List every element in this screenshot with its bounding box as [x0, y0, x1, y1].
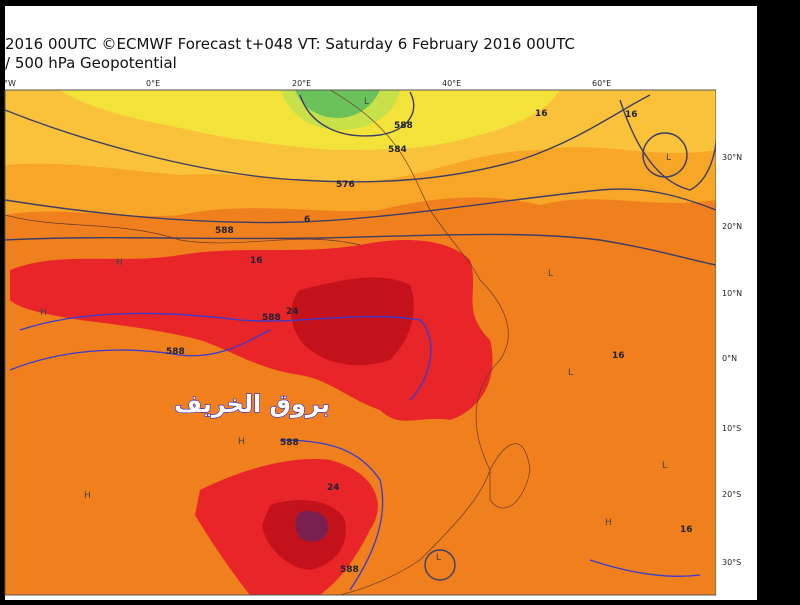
latitude-label: 10°S: [722, 424, 741, 433]
contour-label: 576: [336, 180, 355, 190]
pressure-label: L: [568, 368, 573, 378]
header-subtitle: / 500 hPa Geopotential: [5, 54, 177, 72]
watermark: بروق الخريف: [174, 390, 330, 418]
longitude-label: 0°E: [146, 79, 160, 88]
contour-label: 588: [262, 313, 281, 323]
longitude-label: °W: [4, 79, 16, 88]
pressure-label: H: [116, 258, 123, 268]
contour-label: 588: [166, 347, 185, 357]
pressure-label: L: [666, 153, 671, 163]
contour-label: 16: [250, 256, 263, 266]
contour-label: 588: [340, 565, 359, 575]
pressure-label: L: [364, 97, 369, 107]
contour-label: 16: [612, 351, 625, 361]
map: [5, 90, 716, 595]
pressure-label: H: [40, 308, 47, 318]
pressure-label: L: [436, 553, 441, 563]
latitude-label: 10°N: [722, 289, 742, 298]
contour-label: 584: [388, 145, 407, 155]
header-title: 2016 00UTC ©ECMWF Forecast t+048 VT: Sat…: [5, 35, 575, 53]
longitude-label: 40°E: [442, 79, 461, 88]
latitude-label: 20°N: [722, 222, 742, 231]
latitude-label: 0°N: [722, 354, 737, 363]
contour-label: 16: [680, 525, 693, 535]
latitude-label: 30°N: [722, 153, 742, 162]
contour-label: 6: [304, 215, 310, 225]
contour-label: 588: [394, 121, 413, 131]
contour-label: 24: [286, 307, 299, 317]
contour-label: 588: [280, 438, 299, 448]
pressure-label: H: [84, 491, 91, 501]
pressure-label: H: [605, 518, 612, 528]
contour-label: 16: [535, 109, 548, 119]
longitude-label: 20°E: [292, 79, 311, 88]
pressure-label: L: [548, 269, 553, 279]
contour-label: 588: [215, 226, 234, 236]
latitude-label: 30°S: [722, 558, 741, 567]
contour-label: 24: [327, 483, 340, 493]
latitude-label: 20°S: [722, 490, 741, 499]
pressure-label: L: [662, 461, 667, 471]
pressure-label: H: [238, 437, 245, 447]
contour-label: 16: [625, 110, 638, 120]
longitude-label: 60°E: [592, 79, 611, 88]
